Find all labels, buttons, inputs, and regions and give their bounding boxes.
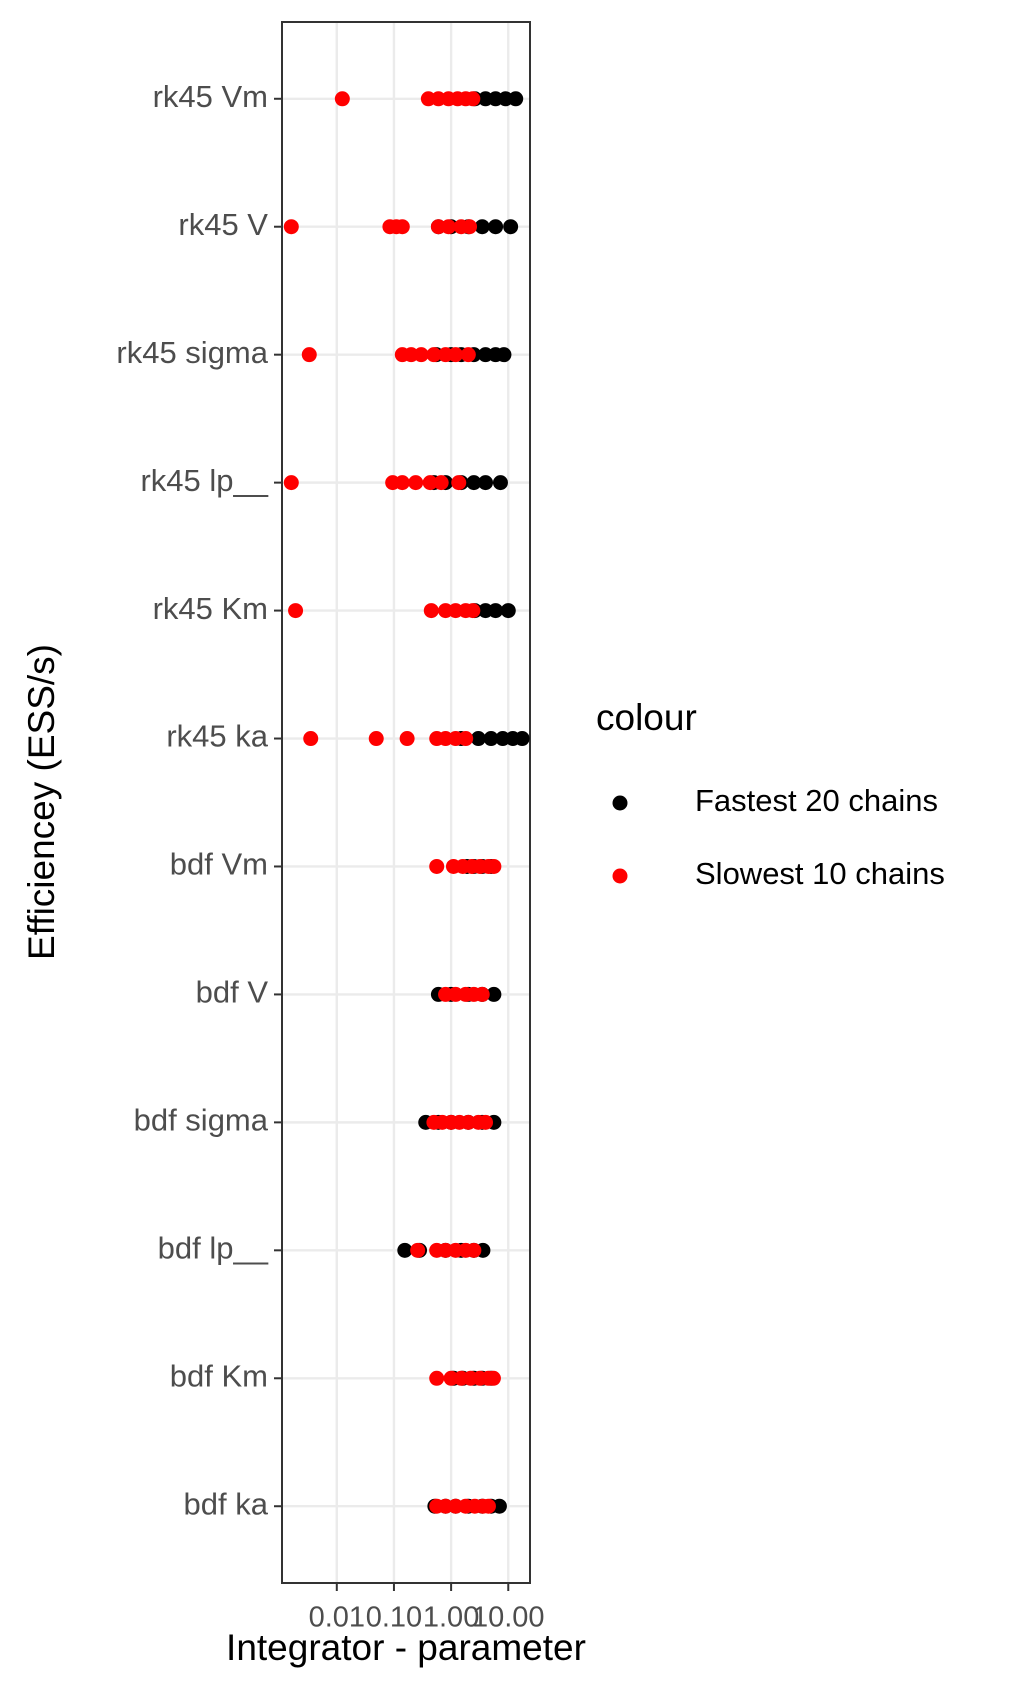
y-tick-label: bdf ka [184,1486,269,1521]
point [485,1370,501,1386]
point [465,603,481,619]
point [488,219,504,235]
point [514,731,530,747]
x-tick-label: 1.00 [423,1602,479,1634]
y-tick-label: rk45 Km [153,591,268,626]
point [410,1242,426,1258]
point [288,603,304,619]
point [458,731,474,747]
point [462,219,478,235]
point [433,475,449,491]
x-tick-label: 10.00 [472,1602,545,1634]
point [426,347,442,363]
panel-border [281,21,531,1584]
point [474,986,490,1002]
point [466,1242,482,1258]
y-tick-label: bdf lp__ [158,1231,269,1266]
y-tick-label: rk45 V [178,207,268,242]
point [422,475,438,491]
x-tick-label: 0.01 [309,1602,365,1634]
point [408,475,424,491]
point [303,731,319,747]
point [503,219,519,235]
point [397,1242,413,1258]
legend-swatch [612,795,628,811]
point [460,347,476,363]
point [478,1114,494,1130]
y-tick-label: bdf Km [170,1358,268,1393]
point [488,603,504,619]
point [491,1498,507,1514]
y-tick-label: rk45 ka [166,719,268,754]
point [486,986,502,1002]
point [368,731,384,747]
point [423,603,439,619]
legend-title: colour [596,697,697,738]
point [413,347,429,363]
point [483,731,499,747]
y-tick-label: rk45 sigma [116,335,268,370]
point [492,475,508,491]
y-tick-label: rk45 lp__ [140,463,268,498]
point [283,475,299,491]
point [394,475,410,491]
point [301,347,317,363]
point [496,347,512,363]
y-tick-label: bdf Vm [170,847,268,882]
point [508,91,524,107]
legend-label: Slowest 10 chains [695,856,945,891]
legend-swatch [612,868,628,884]
point [448,347,464,363]
y-tick-label: bdf V [196,975,269,1010]
point [394,219,410,235]
legend-label: Fastest 20 chains [695,783,938,818]
point [334,91,350,107]
point [399,731,415,747]
point [478,475,494,491]
y-axis-title: Efficiencey (ESS/s) [21,644,62,960]
point [480,1498,496,1514]
x-axis-title: Integrator - parameter [226,1627,586,1668]
point [466,475,482,491]
point [440,219,456,235]
point [470,731,486,747]
point [486,858,502,874]
point [465,91,481,107]
point [283,219,299,235]
point [451,475,467,491]
point [429,858,445,874]
point [474,219,490,235]
point [500,603,516,619]
y-tick-label: rk45 Vm [153,79,268,114]
x-tick-label: 0.10 [366,1602,422,1634]
point [429,1370,445,1386]
y-tick-label: bdf sigma [134,1103,269,1138]
